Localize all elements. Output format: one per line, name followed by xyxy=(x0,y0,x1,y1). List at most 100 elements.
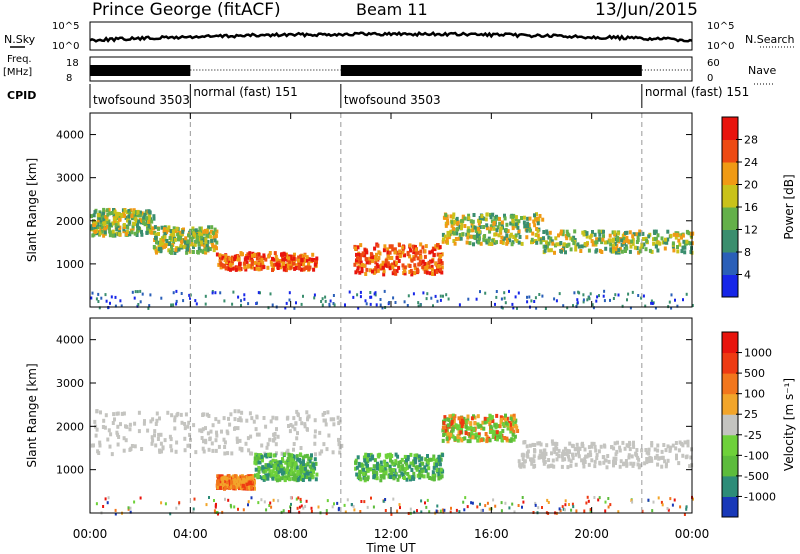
data-cell xyxy=(465,240,469,245)
data-cell xyxy=(674,441,678,445)
noise-tick-top-right: 10^5 xyxy=(707,21,734,32)
data-cell xyxy=(615,449,619,454)
data-cell xyxy=(467,297,470,301)
data-cell xyxy=(280,451,284,456)
data-cell xyxy=(159,246,163,251)
colorbar-swatch xyxy=(722,352,738,374)
data-cell xyxy=(431,246,435,251)
data-cell xyxy=(441,232,445,237)
data-cell xyxy=(565,452,569,457)
data-cell xyxy=(107,428,111,433)
data-cell xyxy=(421,259,425,264)
data-cell xyxy=(692,497,694,501)
data-cell xyxy=(217,262,221,267)
data-cell xyxy=(275,478,279,483)
data-cell xyxy=(362,467,366,472)
data-cell xyxy=(666,458,670,463)
data-cell xyxy=(587,462,591,467)
data-cell xyxy=(534,233,538,237)
data-cell xyxy=(210,225,214,230)
data-cell xyxy=(564,503,567,507)
data-cell xyxy=(112,213,116,218)
data-cell xyxy=(122,211,125,216)
data-cell xyxy=(113,209,117,214)
data-cell xyxy=(298,417,302,421)
data-cell xyxy=(303,466,307,471)
data-cell xyxy=(454,237,458,241)
data-cell xyxy=(201,413,205,417)
data-cell xyxy=(192,231,196,236)
data-cell xyxy=(282,466,286,471)
data-cell xyxy=(641,245,645,249)
data-cell xyxy=(565,229,569,234)
data-cell xyxy=(444,213,448,218)
data-cell xyxy=(329,417,333,422)
data-cell xyxy=(140,211,144,216)
data-cell xyxy=(200,436,204,440)
data-cell xyxy=(244,475,248,480)
data-cell xyxy=(587,453,591,458)
data-cell xyxy=(313,296,316,300)
data-cell xyxy=(685,507,688,511)
data-cell xyxy=(243,257,247,262)
data-cell xyxy=(255,256,259,261)
data-cell xyxy=(476,414,480,419)
data-cell xyxy=(298,457,301,462)
data-cell xyxy=(284,268,288,273)
data-cell xyxy=(271,476,275,481)
data-cell xyxy=(242,477,246,482)
data-cell xyxy=(395,255,399,260)
data-cell xyxy=(358,256,362,261)
data-cell xyxy=(505,233,509,238)
data-cell xyxy=(282,261,286,266)
data-cell xyxy=(405,458,408,463)
data-cell xyxy=(223,258,227,263)
data-cell xyxy=(607,505,610,509)
data-cell xyxy=(227,416,230,421)
data-cell xyxy=(542,452,546,457)
data-cell xyxy=(143,222,147,227)
data-cell xyxy=(614,250,618,255)
data-cell xyxy=(147,223,151,228)
data-cell xyxy=(536,221,540,226)
data-cell xyxy=(512,429,516,434)
data-cell xyxy=(221,510,224,514)
data-cell xyxy=(249,434,253,439)
data-cell xyxy=(90,214,93,219)
noise-tick-bottom-right: 10^0 xyxy=(707,41,734,52)
data-cell xyxy=(572,235,576,240)
data-cell xyxy=(451,426,455,431)
data-cell xyxy=(271,303,274,307)
data-cell xyxy=(102,222,106,226)
data-cell xyxy=(159,432,163,437)
data-cell xyxy=(336,501,339,505)
data-cell xyxy=(194,234,198,239)
data-cell xyxy=(213,227,217,232)
data-cell xyxy=(137,226,141,231)
data-cell xyxy=(92,443,95,448)
data-cell xyxy=(259,266,263,271)
data-cell xyxy=(602,455,606,459)
data-cell xyxy=(238,478,242,483)
data-cell xyxy=(571,456,575,461)
data-cell xyxy=(172,291,175,295)
data-cell xyxy=(625,238,629,243)
data-cell xyxy=(511,215,515,220)
data-cell xyxy=(262,416,266,420)
data-cell xyxy=(338,419,342,424)
data-cell xyxy=(593,232,597,237)
data-cell xyxy=(237,482,240,487)
data-cell xyxy=(576,301,579,305)
data-cell xyxy=(169,437,173,442)
data-cell xyxy=(271,415,275,420)
data-cell xyxy=(613,237,617,242)
data-cell xyxy=(435,269,439,274)
data-cell xyxy=(537,506,540,510)
data-cell xyxy=(390,244,394,249)
data-cell xyxy=(225,481,229,486)
data-cell xyxy=(625,235,629,240)
data-cell xyxy=(671,503,674,507)
data-cell xyxy=(426,474,430,479)
data-cell xyxy=(244,441,248,446)
colorbar-swatch xyxy=(722,455,738,477)
